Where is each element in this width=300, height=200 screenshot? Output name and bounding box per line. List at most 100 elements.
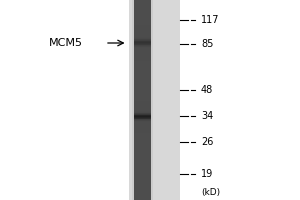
Bar [134, 24, 151, 25]
Bar [134, 6, 151, 7]
Bar [134, 26, 151, 27]
Bar [134, 35, 151, 36]
Text: 85: 85 [201, 39, 213, 49]
Bar [134, 92, 151, 93]
Bar [134, 143, 151, 144]
Bar [129, 0, 180, 200]
Bar [132, 0, 134, 200]
Bar [134, 83, 151, 84]
Bar [134, 43, 151, 44]
Text: 48: 48 [201, 85, 213, 95]
Bar [134, 147, 151, 148]
Bar [134, 164, 151, 165]
Bar [134, 195, 151, 196]
Text: 117: 117 [201, 15, 220, 25]
Bar [134, 41, 151, 42]
Bar [134, 65, 151, 66]
Bar [134, 95, 151, 96]
Bar [134, 146, 151, 147]
Bar [134, 17, 151, 18]
Bar [134, 4, 151, 5]
Bar [134, 126, 151, 127]
Bar [134, 124, 151, 125]
Bar [134, 118, 151, 119]
Bar [134, 75, 151, 76]
Bar [134, 0, 151, 1]
Bar [134, 129, 151, 130]
Bar [134, 56, 151, 57]
Bar [134, 115, 151, 116]
Bar [134, 22, 151, 23]
Bar [134, 125, 151, 126]
Bar [151, 0, 153, 200]
Bar [134, 134, 151, 135]
Bar [134, 178, 151, 179]
Bar [134, 112, 151, 113]
Bar [134, 132, 151, 133]
Bar [134, 54, 151, 55]
Bar [134, 145, 151, 146]
Bar [134, 36, 151, 37]
Bar [134, 191, 151, 192]
Bar [134, 130, 151, 131]
Bar [134, 165, 151, 166]
Bar [134, 176, 151, 177]
Bar [134, 33, 151, 34]
Bar [134, 162, 151, 163]
Bar [134, 171, 151, 172]
Bar [134, 59, 151, 60]
Bar [134, 186, 151, 187]
Bar [134, 179, 151, 180]
Bar [134, 123, 151, 124]
Bar [134, 197, 151, 198]
Bar [134, 158, 151, 159]
Text: (kD): (kD) [201, 188, 220, 196]
Bar [134, 149, 151, 150]
Bar [134, 66, 151, 67]
Bar [134, 188, 151, 189]
Bar [134, 87, 151, 88]
Bar [134, 57, 151, 58]
Bar [134, 55, 151, 56]
Bar [134, 114, 151, 115]
Bar [134, 14, 151, 15]
Bar [134, 62, 151, 63]
Bar [134, 70, 151, 71]
Bar [134, 30, 151, 31]
Bar [134, 160, 151, 161]
Bar [134, 3, 151, 4]
Bar [134, 163, 151, 164]
Bar [134, 79, 151, 80]
Text: 19: 19 [201, 169, 213, 179]
Bar [134, 10, 151, 11]
Bar [134, 128, 151, 129]
Bar [134, 157, 151, 158]
Bar [134, 71, 151, 72]
Bar [134, 9, 151, 10]
Text: MCM5: MCM5 [49, 38, 83, 48]
Bar [134, 174, 151, 175]
Bar [134, 27, 151, 28]
Bar [134, 133, 151, 134]
Bar [134, 15, 151, 16]
Bar [134, 42, 151, 43]
Bar [134, 20, 151, 21]
Bar [134, 82, 151, 83]
Bar [134, 161, 151, 162]
Bar [134, 198, 151, 199]
Bar [134, 67, 151, 68]
Bar [134, 180, 151, 181]
Bar [134, 142, 151, 143]
Bar [134, 141, 151, 142]
Bar [134, 13, 151, 14]
Bar [134, 153, 151, 154]
Bar [134, 45, 151, 46]
Bar [134, 106, 151, 107]
Bar [134, 84, 151, 85]
Bar [134, 46, 151, 47]
Bar [134, 116, 151, 117]
Bar [134, 34, 151, 35]
Bar [134, 85, 151, 86]
Bar [134, 8, 151, 9]
Bar [134, 187, 151, 188]
